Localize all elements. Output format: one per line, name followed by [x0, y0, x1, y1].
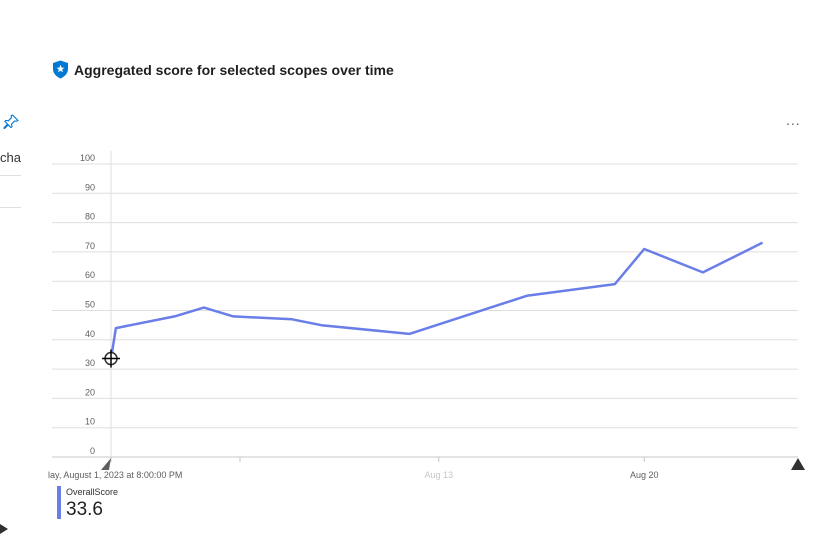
legend-series-name: OverallScore	[66, 487, 119, 497]
y-tick-label: 20	[85, 387, 95, 397]
y-tick-label: 100	[80, 153, 95, 163]
expand-triangle-icon[interactable]	[0, 524, 8, 534]
x-axis: lay, August 1, 2023 at 8:00:00 PM Aug 13 A…	[48, 457, 805, 480]
y-tick-label: 50	[85, 300, 95, 310]
chart-legend: OverallScore 33.6	[57, 486, 118, 521]
y-axis: 0 10 20 30 40 50 60 70 80 90 100	[80, 153, 95, 456]
y-tick-label: 10	[85, 417, 95, 427]
pin-icon[interactable]	[2, 113, 20, 131]
truncated-label: cha	[0, 150, 21, 165]
y-tick-label: 90	[85, 182, 95, 192]
x-tick-label: Aug 20	[630, 470, 659, 480]
series-line-overallscore	[109, 241, 763, 360]
card-header: Aggregated score for selected scopes ove…	[52, 60, 394, 79]
legend-series-value: 33.6	[66, 499, 103, 520]
chart-grid	[52, 151, 798, 458]
series-line-layer	[109, 241, 763, 360]
y-tick-label: 70	[85, 241, 95, 251]
y-tick-label: 80	[85, 212, 95, 222]
legend-swatch	[57, 486, 61, 519]
y-tick-label: 60	[85, 270, 95, 280]
y-tick-label: 40	[85, 329, 95, 339]
marker-layer	[102, 349, 120, 368]
divider	[0, 207, 21, 208]
y-tick-label: 30	[85, 358, 95, 368]
more-options-button[interactable]: ...	[786, 112, 801, 128]
range-start-handle	[101, 458, 111, 470]
score-line-chart: 0 10 20 30 40 50 60 70 80 90 100 lay, August 1, 20…	[48, 151, 805, 480]
x-tick-label: Aug 13	[425, 470, 454, 480]
y-tick-label: 0	[90, 446, 95, 456]
left-panel-edge: cha	[0, 0, 24, 534]
divider	[0, 175, 21, 176]
shield-star-icon	[52, 60, 69, 79]
chart-title: Aggregated score for selected scopes ove…	[74, 61, 394, 78]
range-end-handle	[791, 458, 805, 470]
x-tick-label: lay, August 1, 2023 at 8:00:00 PM	[48, 470, 182, 480]
